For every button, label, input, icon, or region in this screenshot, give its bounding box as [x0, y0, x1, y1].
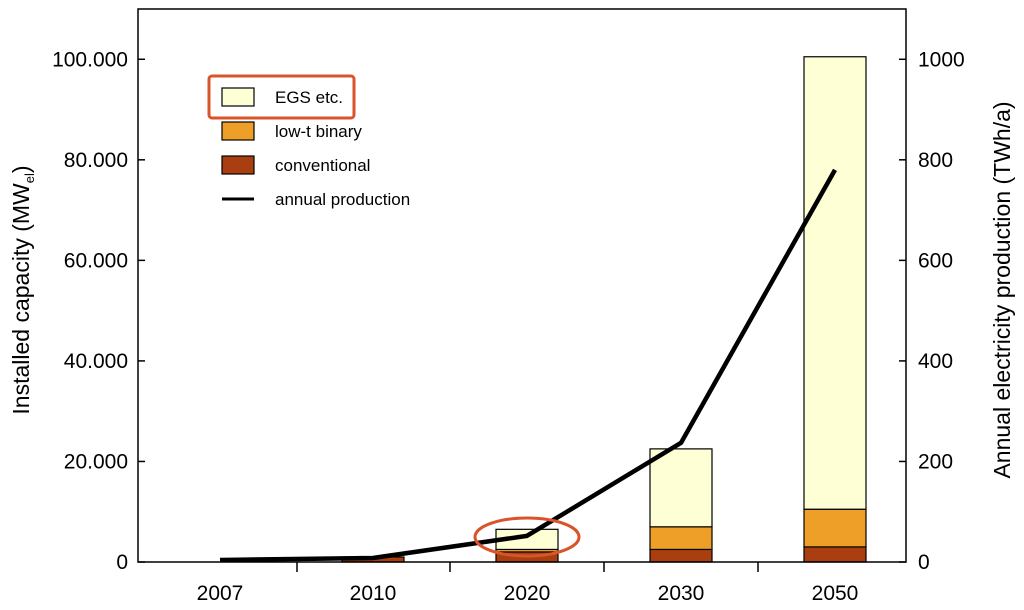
left-tick-label: 0	[116, 551, 128, 574]
legend-swatch	[221, 155, 255, 175]
legend-highlight-box	[207, 74, 356, 120]
x-tick-label-2007: 2007	[197, 582, 244, 605]
left-axis-title-sub: el	[22, 173, 37, 183]
right-tick-label: 600	[918, 249, 953, 272]
bar-2030-egs-etc-	[649, 448, 713, 528]
x-tick-label-2020: 2020	[504, 582, 551, 605]
left-tick-label: 40.000	[64, 350, 128, 373]
right-tick-label: 800	[918, 149, 953, 172]
legend-label: conventional	[275, 156, 370, 175]
legend: EGS etc. low-t binary conventional annual p…	[207, 74, 410, 209]
right-axis-title: Annual electricity production (TWh/a)	[989, 101, 1015, 478]
right-tick-label: 400	[918, 350, 953, 373]
line-layer	[219, 168, 837, 563]
legend-label: low-t binary	[275, 122, 362, 141]
left-tick-label: 100.000	[52, 48, 128, 71]
annotation-layer	[473, 516, 581, 558]
left-axis-title: Installed capacity (MWel)	[8, 165, 37, 414]
left-axis-title-main: Installed capacity (MW	[8, 183, 34, 415]
left-axis-title-end: )	[8, 165, 34, 173]
legend-label: EGS etc.	[275, 88, 343, 107]
x-tick-label-2010: 2010	[350, 582, 397, 605]
legend-label: annual production	[275, 190, 410, 209]
legend-swatch	[221, 87, 255, 107]
axes-group: 0 20.000 40.000 60.000 80.000 100.000 0 200 400 6…	[52, 48, 965, 605]
left-tick-label: 60.000	[64, 249, 128, 272]
bar-2050-low-t-binary	[803, 508, 867, 548]
plot-frame	[137, 8, 907, 563]
bar-2030-conventional	[649, 548, 713, 563]
x-tick-label-2050: 2050	[812, 582, 859, 605]
highlight-ellipse-2020	[473, 516, 581, 558]
bar-2050-conventional	[803, 546, 867, 563]
bar-2050-egs-etc-	[803, 56, 867, 510]
left-tick-label: 80.000	[64, 149, 128, 172]
annual-production-line	[219, 168, 837, 563]
x-tick-label-2030: 2030	[658, 582, 705, 605]
right-tick-label: 200	[918, 450, 953, 473]
bar-2030-low-t-binary	[649, 526, 713, 551]
right-tick-label: 1000	[918, 48, 965, 71]
left-tick-label: 20.000	[64, 450, 128, 473]
bars-group	[341, 56, 867, 563]
right-tick-label: 0	[918, 551, 930, 574]
legend-swatch	[221, 121, 255, 141]
